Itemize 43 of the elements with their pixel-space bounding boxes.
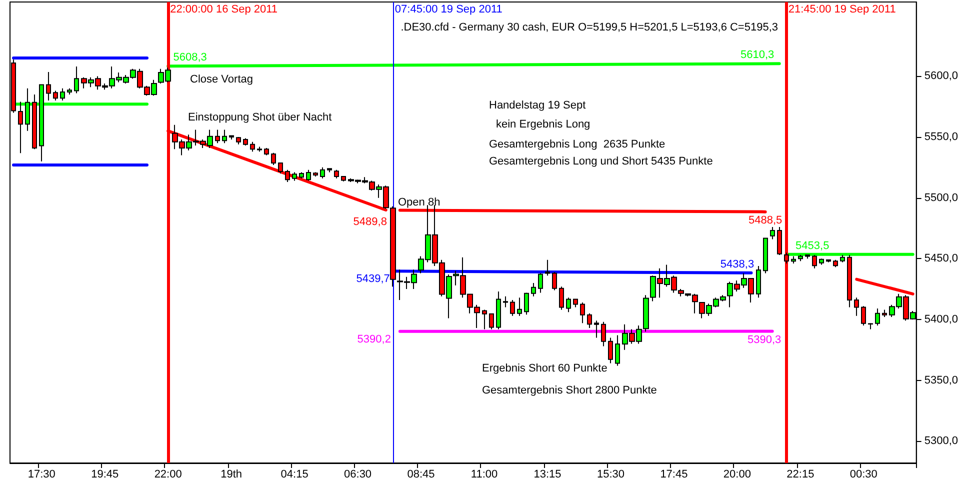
x-tick-label: 20:00 xyxy=(723,468,751,480)
annotation: Einstoppung Shot über Nacht xyxy=(188,112,332,124)
x-tick-label: 08:45 xyxy=(407,468,435,480)
data-label: 5438,3 xyxy=(720,258,754,270)
x-tick-label: 15:30 xyxy=(596,468,624,480)
x-tick-label: 19:45 xyxy=(91,468,119,480)
annotation: Gesamtergebnis Long 2635 Punkte xyxy=(489,138,666,150)
x-tick-label: 04:15 xyxy=(280,468,308,480)
x-tick-label: 11:00 xyxy=(470,468,498,480)
x-tick-label: 22:00 xyxy=(154,468,182,480)
text: 22:00:00 16 Sep 2011 xyxy=(170,4,278,16)
annotation: kein Ergebnis Long xyxy=(496,118,590,130)
annotation: Gesamtergebnis Long und Short 5435 Punkte xyxy=(489,156,713,168)
data-label: 5390,2 xyxy=(357,333,391,346)
x-tick-label: 17:45 xyxy=(660,468,688,480)
annotation: Open 8h xyxy=(398,196,440,208)
data-label: 5390,3 xyxy=(747,334,782,346)
y-tick-label: 5300,0 xyxy=(924,435,958,448)
text: 07:45:00 19 Sep 2011 xyxy=(394,4,502,16)
data-label: 5608,3 xyxy=(173,52,207,64)
annotation: Handelstag 19 Sept xyxy=(489,100,586,112)
data-label: 5453,5 xyxy=(796,240,830,252)
x-tick-label: 17:30 xyxy=(28,468,56,480)
x-tick-label: 00:30 xyxy=(850,468,878,480)
y-tick-label: 5400,0 xyxy=(924,313,958,326)
x-tick-label: 22:15 xyxy=(786,468,814,480)
annotation: Ergebnis Short 60 Punkte xyxy=(482,362,608,374)
x-tick-label: 06:30 xyxy=(344,468,372,480)
annotation: Gesamtergebnis Short 2800 Punkte xyxy=(482,384,657,396)
data-label: 5610,3 xyxy=(740,49,774,62)
y-tick-label: 5600,0 xyxy=(924,70,958,82)
data-label: 5439,7 xyxy=(356,273,390,286)
y-tick-label: 5550,0 xyxy=(924,131,958,144)
x-tick-label: 19th xyxy=(220,468,242,480)
text: 21:45:00 19 Sep 2011 xyxy=(788,4,896,16)
y-tick-label: 5450,0 xyxy=(924,252,958,265)
data-label: 5488,5 xyxy=(748,214,782,226)
x-tick-label: 13:15 xyxy=(534,468,562,480)
annotation: Close Vortag xyxy=(190,74,253,86)
y-tick-label: 5500,0 xyxy=(924,192,958,204)
data-label: 5489,8 xyxy=(353,216,387,228)
text: .DE30.cfd - Germany 30 cash, EUR O=5199,5 H=5201,5 L=5193,6 C=5195,3 xyxy=(400,22,778,34)
y-tick-label: 5350,0 xyxy=(924,374,958,386)
